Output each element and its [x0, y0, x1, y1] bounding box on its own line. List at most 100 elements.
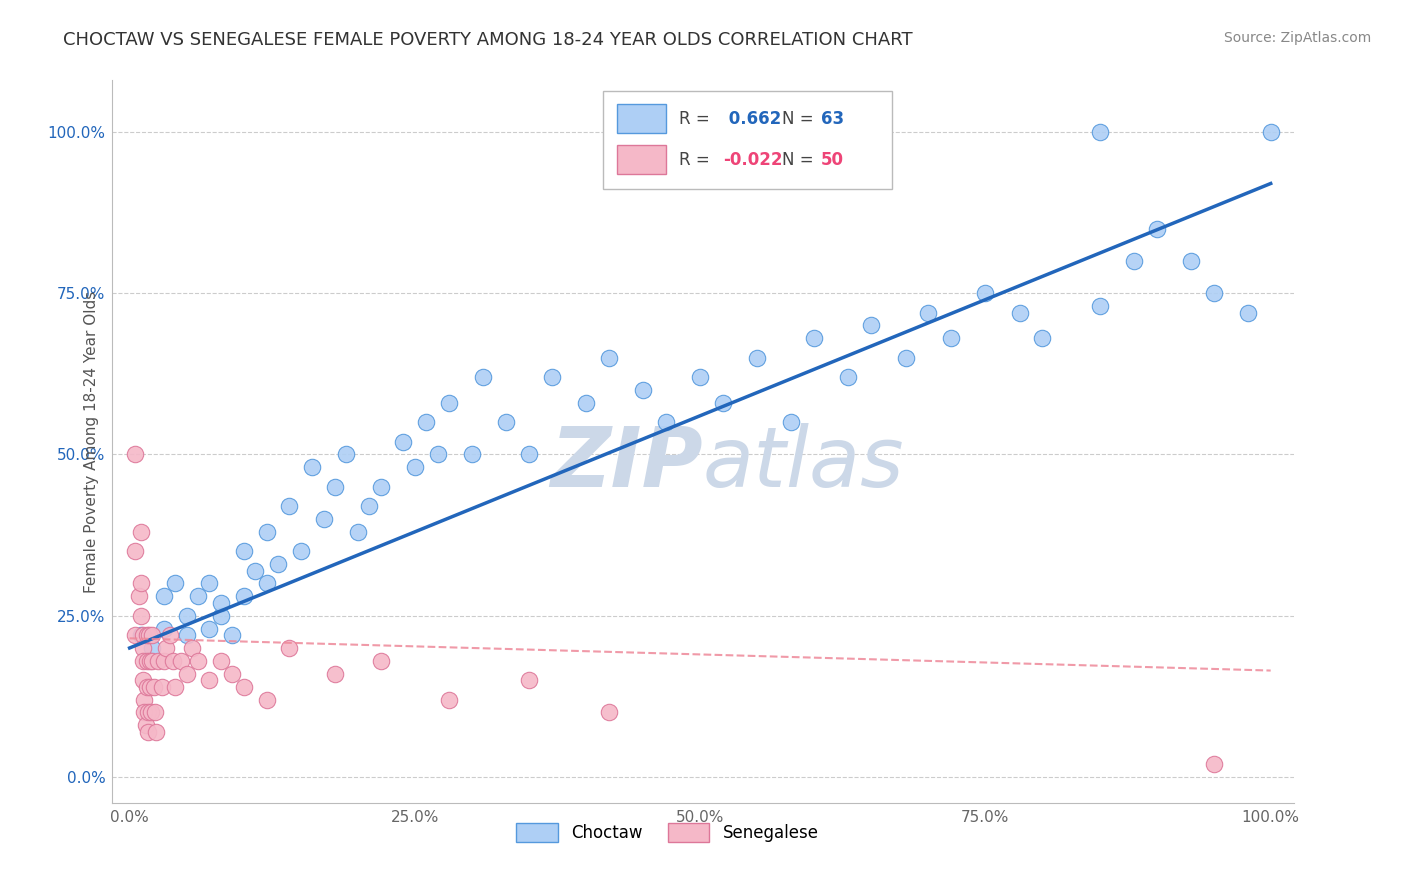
Point [135, 654, 157, 668]
Point [136, 724, 159, 739]
Point [437, 692, 460, 706]
Point [1008, 305, 1031, 319]
Point [1180, 254, 1202, 268]
FancyBboxPatch shape [603, 91, 891, 189]
Point [165, 680, 187, 694]
Point [176, 628, 198, 642]
Point [278, 640, 301, 655]
Point [143, 706, 166, 720]
Point [461, 447, 484, 461]
Point [209, 596, 232, 610]
Point [689, 370, 711, 384]
Point [162, 654, 184, 668]
Text: R =: R = [679, 110, 716, 128]
Point [598, 706, 620, 720]
Point [187, 654, 209, 668]
Text: Source: ZipAtlas.com: Source: ZipAtlas.com [1223, 31, 1371, 45]
Point [136, 706, 159, 720]
Point [655, 415, 678, 429]
Point [1260, 125, 1282, 139]
Point [181, 640, 204, 655]
Point [437, 396, 460, 410]
Point [711, 396, 734, 410]
Point [1122, 254, 1144, 268]
Point [256, 692, 278, 706]
Text: 0.662: 0.662 [723, 110, 782, 128]
Point [198, 622, 221, 636]
Point [124, 447, 146, 461]
Point [141, 654, 163, 668]
Point [631, 383, 654, 397]
Point [941, 331, 963, 345]
FancyBboxPatch shape [617, 104, 666, 133]
Point [267, 557, 290, 571]
Point [198, 673, 221, 688]
Point [187, 590, 209, 604]
Point [132, 628, 155, 642]
Point [153, 654, 176, 668]
Point [153, 622, 176, 636]
Text: N =: N = [782, 110, 820, 128]
Point [209, 654, 232, 668]
Point [165, 576, 187, 591]
Point [346, 524, 368, 539]
Point [134, 706, 156, 720]
Point [129, 524, 152, 539]
Point [155, 640, 177, 655]
Point [575, 396, 598, 410]
Text: 50: 50 [821, 151, 844, 169]
Point [370, 480, 392, 494]
Point [598, 351, 620, 365]
Point [132, 673, 155, 688]
Point [141, 640, 163, 655]
Point [135, 628, 157, 642]
Point [128, 590, 150, 604]
Point [232, 680, 254, 694]
Text: 63: 63 [821, 110, 844, 128]
Point [747, 351, 769, 365]
Point [472, 370, 495, 384]
Point [404, 460, 426, 475]
Point [780, 415, 803, 429]
Point [124, 628, 146, 642]
Point [335, 447, 357, 461]
Point [142, 680, 165, 694]
FancyBboxPatch shape [617, 145, 666, 174]
Text: CHOCTAW VS SENEGALESE FEMALE POVERTY AMONG 18-24 YEAR OLDS CORRELATION CHART: CHOCTAW VS SENEGALESE FEMALE POVERTY AMO… [63, 31, 912, 49]
Point [278, 499, 301, 513]
Point [141, 706, 163, 720]
Point [1202, 286, 1225, 301]
Text: -0.022: -0.022 [723, 151, 783, 169]
Point [974, 286, 997, 301]
Y-axis label: Female Poverty Among 18-24 Year Olds: Female Poverty Among 18-24 Year Olds [83, 291, 98, 592]
Legend: Choctaw, Senegalese: Choctaw, Senegalese [509, 816, 825, 848]
Point [150, 680, 173, 694]
Point [860, 318, 883, 333]
Point [129, 628, 152, 642]
Point [138, 628, 160, 642]
Point [221, 628, 243, 642]
Text: R =: R = [679, 151, 716, 169]
Point [129, 608, 152, 623]
Point [392, 434, 415, 449]
Point [1088, 299, 1111, 313]
Point [1146, 221, 1168, 235]
Point [256, 524, 278, 539]
Point [1202, 757, 1225, 772]
Point [124, 544, 146, 558]
Point [232, 590, 254, 604]
Point [803, 331, 825, 345]
Point [159, 628, 181, 642]
Point [209, 608, 232, 623]
Point [139, 680, 162, 694]
Point [323, 666, 346, 681]
Point [243, 564, 266, 578]
Point [517, 673, 540, 688]
Point [232, 544, 254, 558]
Point [176, 608, 198, 623]
Point [141, 628, 163, 642]
Point [370, 654, 392, 668]
Point [132, 654, 155, 668]
Point [170, 654, 193, 668]
Point [894, 351, 917, 365]
